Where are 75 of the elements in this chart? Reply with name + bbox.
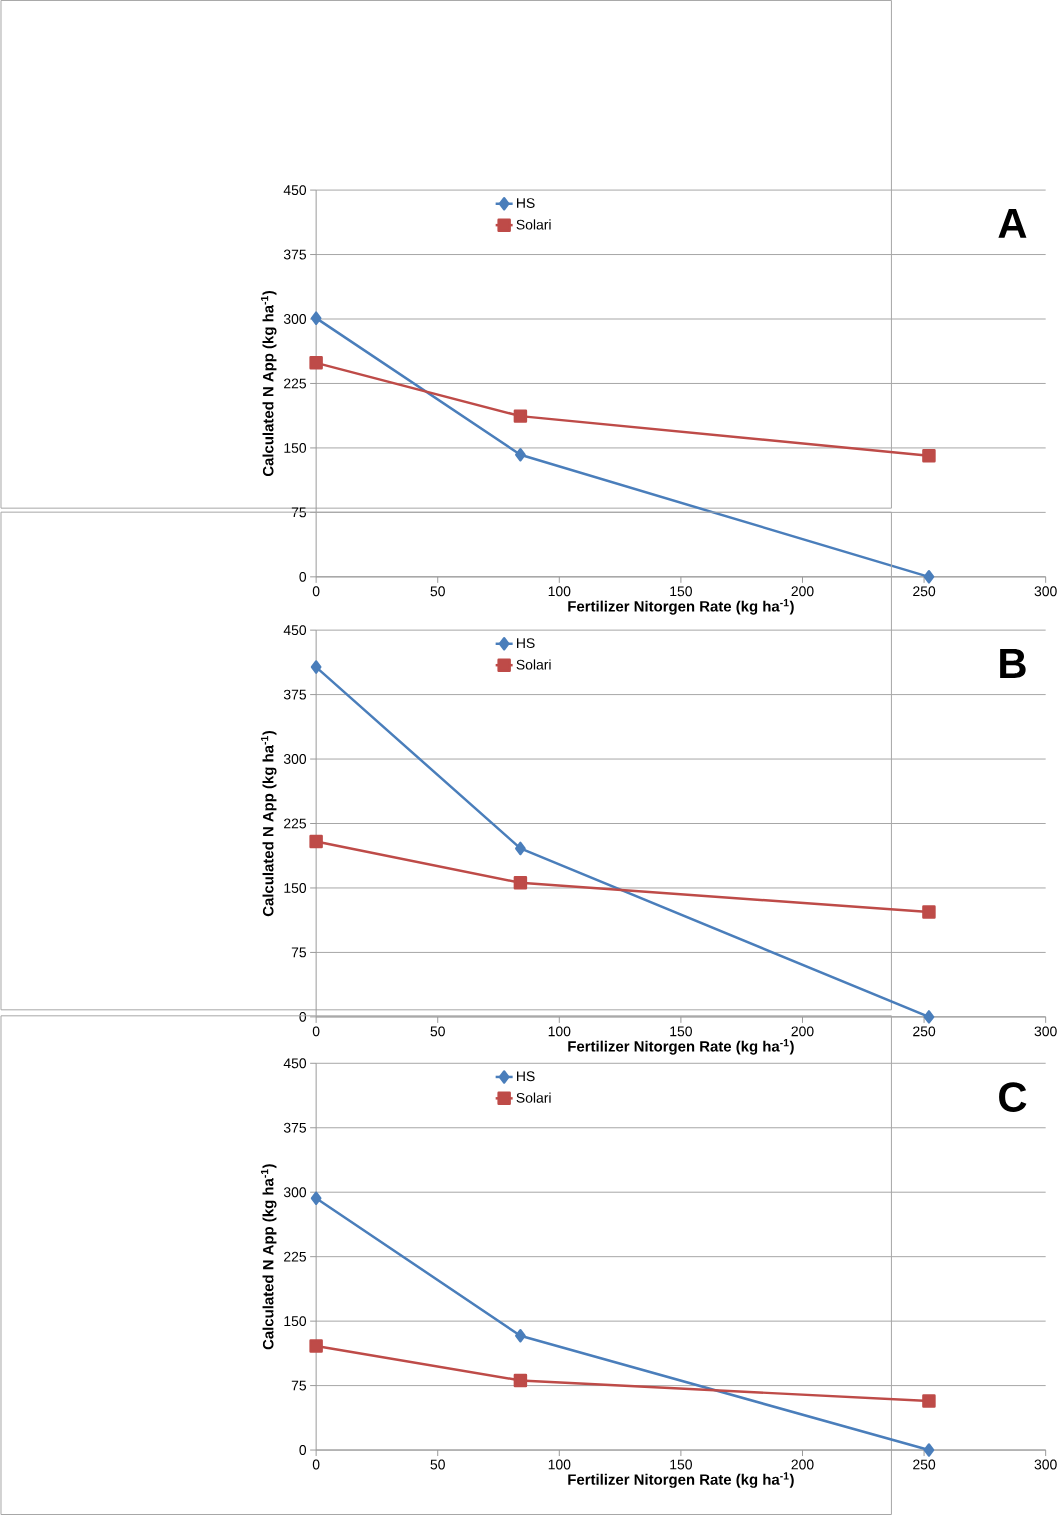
legend-label: Solari bbox=[516, 1092, 551, 1103]
x-tick-label: 0 bbox=[313, 1459, 320, 1470]
y-tick-label: 375 bbox=[284, 689, 307, 700]
legend-label: Solari bbox=[516, 659, 551, 670]
y-tick-label: 300 bbox=[284, 314, 307, 324]
point bbox=[515, 1328, 526, 1343]
point bbox=[309, 834, 324, 849]
x-tick-label: 0 bbox=[313, 1026, 320, 1037]
legend-label: HS bbox=[517, 638, 535, 649]
x-tick-label: 50 bbox=[430, 1459, 446, 1470]
y-tick-label: 150 bbox=[284, 1316, 307, 1327]
x-tick-label: 200 bbox=[791, 586, 814, 597]
y-tick-label: 75 bbox=[292, 1380, 307, 1391]
x-tick-label: 300 bbox=[1034, 586, 1057, 597]
x-axis-title: Fertilizer Nitorgen Rate (kg ha$^{-1}$) bbox=[568, 599, 794, 615]
x-tick-label: 250 bbox=[913, 586, 936, 597]
annotation: A bbox=[998, 209, 1027, 238]
point bbox=[515, 448, 526, 462]
y-tick-label: 300 bbox=[284, 1187, 307, 1198]
y-tick-label: 450 bbox=[283, 625, 307, 636]
y-tick-label: 375 bbox=[284, 249, 307, 260]
point bbox=[310, 1191, 322, 1205]
y-tick-label: 0 bbox=[299, 1011, 307, 1022]
legend-label: HS bbox=[517, 198, 535, 209]
annotation: B bbox=[1000, 649, 1026, 678]
point bbox=[515, 841, 526, 856]
y-tick-label: 75 bbox=[292, 507, 307, 518]
point bbox=[923, 1010, 935, 1024]
x-tick-label: 100 bbox=[548, 1459, 571, 1470]
point bbox=[310, 311, 322, 325]
point bbox=[922, 448, 936, 463]
point bbox=[922, 1394, 936, 1408]
x-tick-label: 200 bbox=[791, 1459, 814, 1470]
y-tick-label: 450 bbox=[283, 185, 307, 196]
point bbox=[923, 570, 935, 584]
point bbox=[923, 1443, 935, 1457]
x-tick-label: 0 bbox=[313, 586, 320, 597]
y-tick-label: 225 bbox=[284, 378, 307, 389]
annotation: C bbox=[999, 1082, 1027, 1112]
legend-label: HS bbox=[517, 1071, 535, 1082]
x-tick-label: 50 bbox=[430, 586, 446, 597]
y-tick-label: 375 bbox=[284, 1122, 307, 1133]
x-axis-title: Fertilizer Nitorgen Rate (kg ha$^{-1}$) bbox=[568, 1472, 794, 1488]
y-tick-label: 450 bbox=[283, 1058, 307, 1069]
x-tick-label: 100 bbox=[548, 1026, 571, 1037]
x-tick-label: 150 bbox=[670, 1459, 693, 1470]
x-tick-label: 300 bbox=[1034, 1459, 1057, 1470]
y-tick-label: 75 bbox=[292, 947, 307, 958]
x-tick-label: 100 bbox=[548, 586, 571, 597]
y-tick-label: 150 bbox=[284, 442, 307, 453]
y-axis-title: Calculated N App (kg ha$^{-1}$) bbox=[261, 1164, 277, 1350]
x-tick-label: 200 bbox=[791, 1026, 814, 1037]
legend-label: Solari bbox=[516, 219, 551, 230]
y-tick-label: 0 bbox=[299, 1445, 307, 1455]
y-axis-title: Calculated N App (kg ha$^{-1}$) bbox=[261, 290, 277, 477]
y-axis-title: Calculated N App (kg ha$^{-1}$) bbox=[261, 730, 277, 917]
point bbox=[309, 356, 324, 370]
x-tick-label: 150 bbox=[670, 1026, 693, 1037]
x-axis-title: Fertilizer Nitorgen Rate (kg ha$^{-1}$) bbox=[568, 1039, 794, 1055]
y-tick-label: 150 bbox=[284, 883, 307, 893]
y-tick-label: 225 bbox=[284, 1251, 307, 1262]
y-tick-label: 225 bbox=[284, 818, 307, 829]
y-tick-label: 0 bbox=[299, 571, 307, 582]
point bbox=[310, 660, 322, 674]
x-tick-label: 300 bbox=[1034, 1026, 1057, 1037]
x-tick-label: 250 bbox=[913, 1026, 936, 1037]
point bbox=[513, 1373, 528, 1388]
x-tick-label: 50 bbox=[430, 1026, 446, 1037]
x-tick-label: 150 bbox=[670, 586, 693, 597]
point bbox=[513, 876, 528, 890]
x-tick-label: 250 bbox=[913, 1459, 936, 1470]
point bbox=[513, 409, 528, 423]
point bbox=[309, 1339, 324, 1353]
point bbox=[922, 905, 936, 919]
y-tick-label: 300 bbox=[284, 754, 307, 764]
